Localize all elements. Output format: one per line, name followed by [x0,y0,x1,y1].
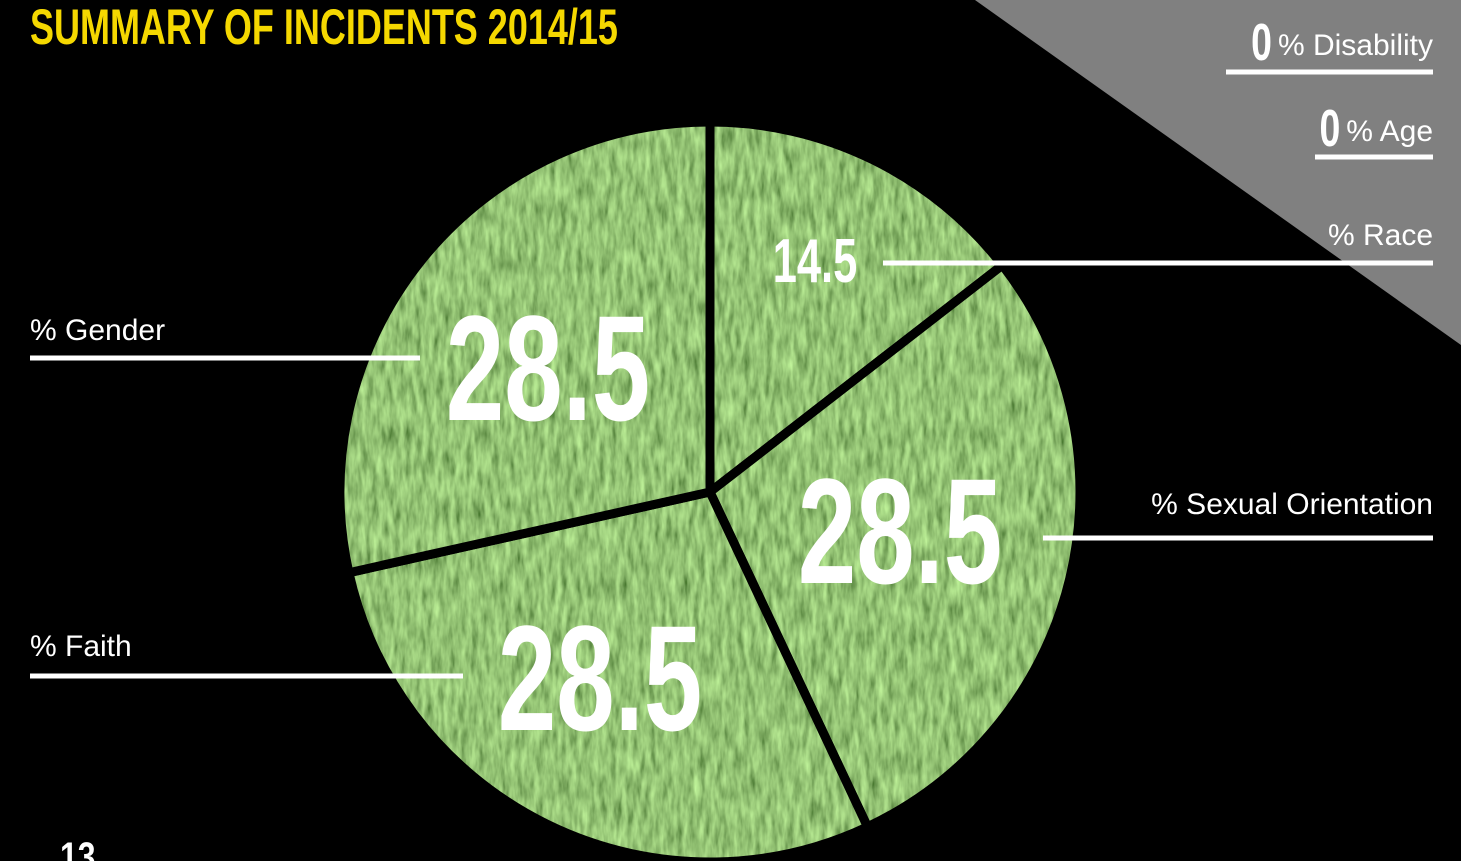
category-label: % Gender [30,314,165,347]
page-number: 13 [60,834,96,861]
page: {"chart_data": {"type": "pie", "title": … [0,0,1461,861]
value-label: 28.5 [446,286,650,453]
chart: SUMMARY OF INCIDENTS 2014/15 13 % Race 14… [0,0,1461,861]
category-label: % Sexual Orientation [1151,488,1433,521]
value-label: 28.5 [798,449,1002,616]
category-label: % Race [1328,219,1433,252]
category-label: % Disability [1278,29,1433,62]
value-label: 14.5 [773,228,857,296]
value-label: 28.5 [498,596,702,763]
chart-title: SUMMARY OF INCIDENTS 2014/15 [30,0,618,55]
category-label: % Faith [30,630,132,663]
value-label: 0 [1319,99,1340,158]
category-label: % Age [1346,115,1433,148]
value-label: 0 [1251,13,1272,72]
